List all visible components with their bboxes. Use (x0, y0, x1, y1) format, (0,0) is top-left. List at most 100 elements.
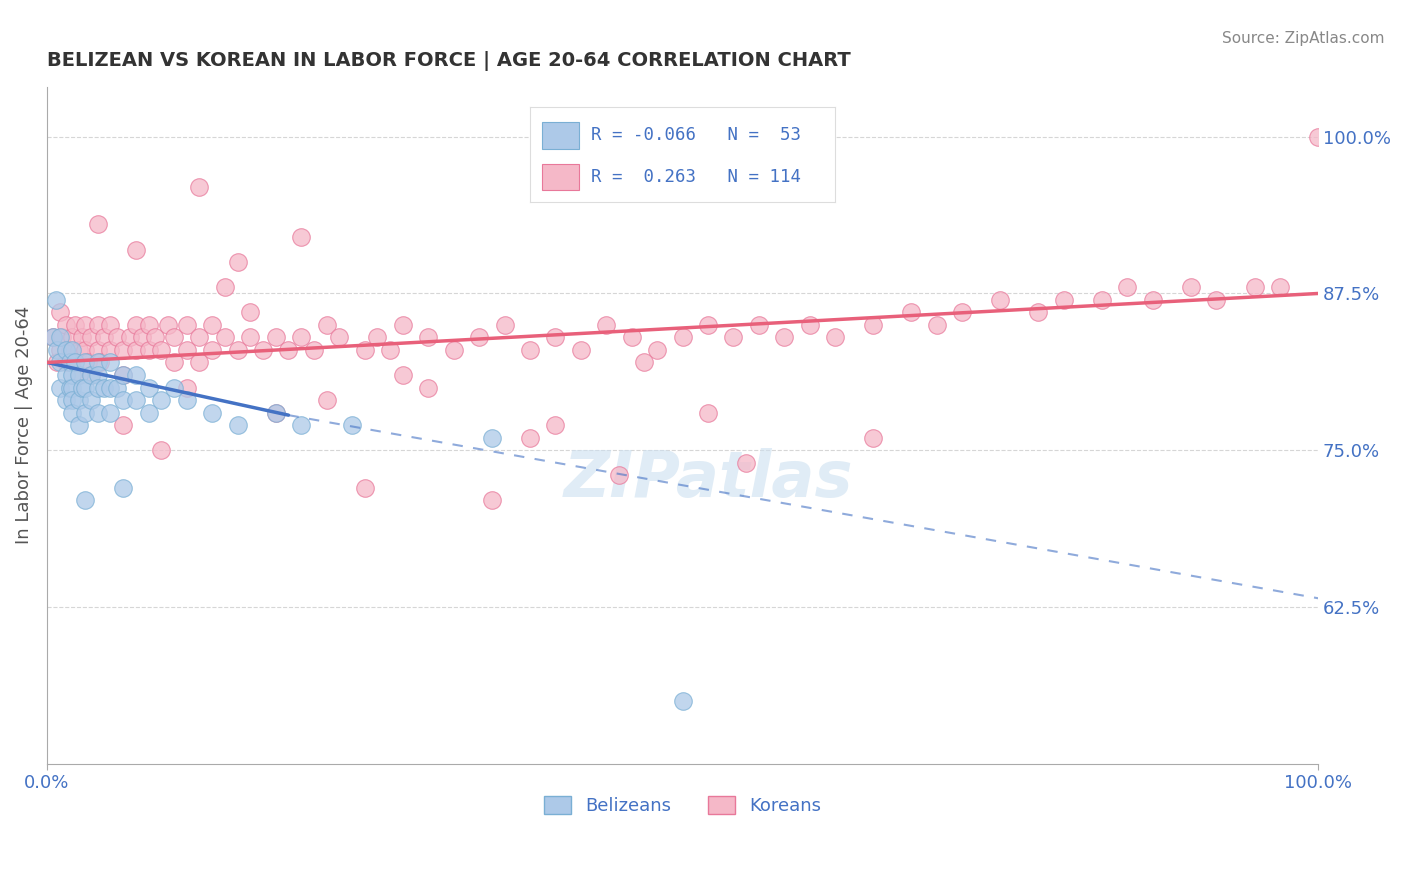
Point (60, 406, 83, 420)
Point (87, 355, 110, 369)
Point (418, 330, 440, 344)
Point (290, 418, 312, 433)
Point (67, 368, 90, 382)
Point (112, 343, 135, 357)
Point (353, 343, 375, 357)
Point (697, 406, 720, 420)
Point (1243, 280, 1265, 294)
Point (925, 318, 948, 332)
Point (80, 368, 103, 382)
Point (87, 380, 110, 394)
Point (494, 318, 516, 332)
Point (55, 393, 77, 408)
Point (67, 393, 90, 408)
Point (239, 305, 262, 319)
Point (264, 406, 287, 420)
Point (468, 330, 491, 344)
Text: Source: ZipAtlas.com: Source: ZipAtlas.com (1222, 31, 1385, 46)
Point (799, 318, 821, 332)
Point (100, 380, 122, 394)
Point (1116, 280, 1139, 294)
Point (45, 293, 67, 307)
Point (89, 355, 111, 369)
Point (112, 481, 135, 495)
Point (201, 318, 224, 332)
Point (723, 330, 745, 344)
Point (100, 343, 122, 357)
Point (163, 355, 186, 369)
Point (72, 330, 94, 344)
Point (366, 330, 388, 344)
Point (481, 431, 503, 445)
Point (1180, 280, 1202, 294)
Point (100, 406, 122, 420)
Point (125, 368, 148, 382)
Point (328, 330, 350, 344)
Point (67, 343, 90, 357)
Point (392, 368, 415, 382)
Point (1308, 129, 1330, 144)
Point (63, 355, 86, 369)
Point (48, 305, 70, 319)
Point (226, 343, 249, 357)
Point (176, 343, 198, 357)
Point (150, 393, 173, 408)
Point (55, 343, 77, 357)
Point (1028, 305, 1050, 319)
Point (900, 305, 922, 319)
Point (87, 406, 110, 420)
Point (302, 343, 325, 357)
Point (42, 330, 65, 344)
Point (60, 368, 83, 382)
Point (1142, 293, 1164, 307)
Point (633, 355, 655, 369)
Point (264, 330, 287, 344)
Point (87, 318, 110, 332)
Point (112, 393, 135, 408)
Point (176, 318, 198, 332)
Point (214, 330, 236, 344)
Point (226, 255, 249, 269)
Point (264, 406, 287, 420)
Point (544, 418, 567, 433)
Point (595, 318, 617, 332)
Point (60, 343, 83, 357)
Point (46, 343, 69, 357)
Point (118, 330, 141, 344)
Point (443, 343, 465, 357)
Point (988, 293, 1011, 307)
Point (862, 431, 884, 445)
Point (80, 393, 103, 408)
Point (519, 343, 541, 357)
Point (60, 330, 83, 344)
Point (620, 330, 643, 344)
Point (138, 406, 160, 420)
Point (315, 393, 337, 408)
Point (55, 368, 77, 382)
Point (138, 343, 160, 357)
Point (176, 393, 198, 408)
Point (73, 493, 96, 508)
Point (862, 318, 884, 332)
Point (73, 318, 96, 332)
Point (163, 330, 186, 344)
Point (80, 368, 103, 382)
Point (150, 443, 173, 458)
Point (1091, 293, 1114, 307)
Point (46, 355, 69, 369)
Point (1205, 293, 1227, 307)
Point (735, 456, 758, 470)
Point (340, 418, 363, 433)
Point (48, 380, 70, 394)
Point (544, 330, 567, 344)
Point (1268, 280, 1291, 294)
Point (60, 380, 83, 394)
Point (67, 418, 90, 433)
Point (48, 330, 70, 344)
Point (67, 368, 90, 382)
Point (112, 368, 135, 382)
Point (353, 481, 375, 495)
Point (290, 230, 312, 244)
Point (671, 694, 693, 708)
Point (150, 343, 173, 357)
